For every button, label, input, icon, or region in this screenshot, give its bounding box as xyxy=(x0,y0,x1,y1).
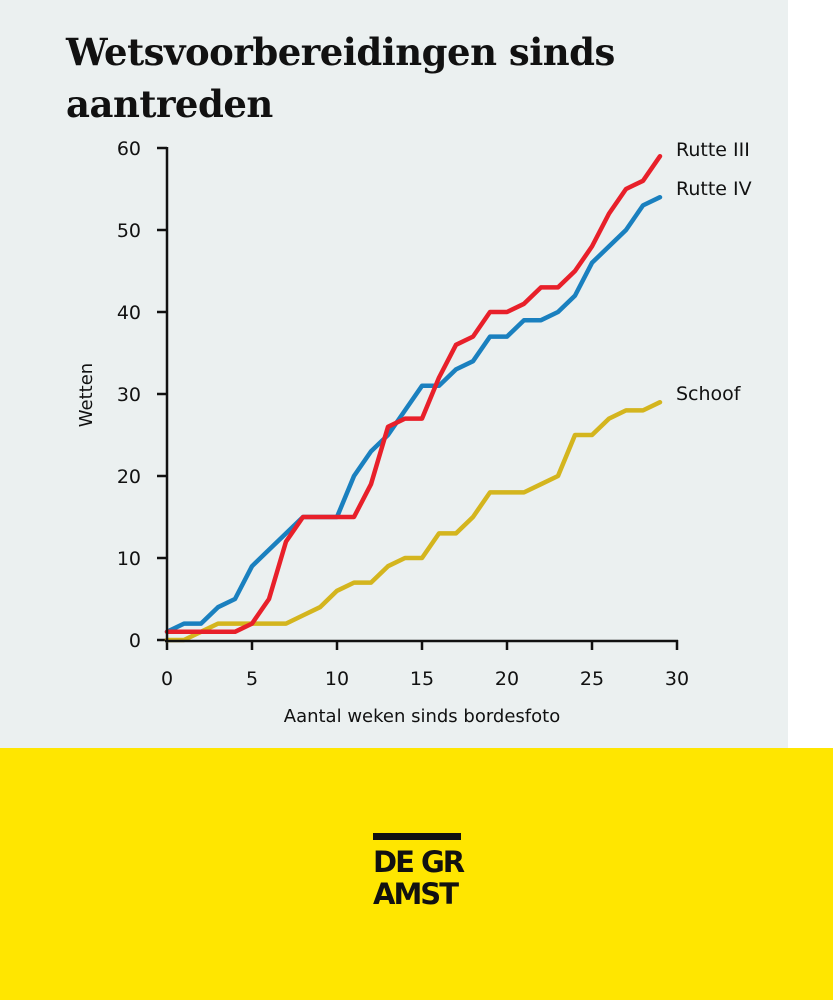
x-tick-label: 25 xyxy=(580,668,604,690)
x-tick-label: 10 xyxy=(325,668,349,690)
logo-line-1: DE GR xyxy=(373,845,465,879)
x-tick-label: 30 xyxy=(665,668,689,690)
series-label-rutte-iv: Rutte IV xyxy=(676,178,752,200)
y-tick-label: 50 xyxy=(117,220,141,242)
series-lines xyxy=(164,153,663,643)
x-tick-label: 5 xyxy=(246,668,258,690)
series-line-rutte-iii xyxy=(164,153,663,635)
y-tick-label: 60 xyxy=(117,138,141,160)
x-tick-label: 0 xyxy=(161,668,173,690)
y-tick-label: 30 xyxy=(117,384,141,406)
logo-bar xyxy=(373,833,461,840)
x-tick-label: 20 xyxy=(495,668,519,690)
y-tick-label: 20 xyxy=(117,466,141,488)
series-line-rutte-iv xyxy=(164,194,663,635)
series-labels: Rutte III Rutte IV Schoof xyxy=(676,139,752,405)
y-tick-label: 0 xyxy=(129,630,141,652)
footer-band xyxy=(0,748,833,1000)
x-axis-title: Aantal weken sinds bordesfoto xyxy=(284,706,560,727)
chart-panel xyxy=(0,0,788,748)
series-line-schoof xyxy=(164,399,663,643)
y-tick-label: 40 xyxy=(117,302,141,324)
brand-logo: DE GR AMST xyxy=(373,833,465,911)
x-axis-ticks: 0 5 10 15 20 25 30 xyxy=(161,640,689,690)
y-tick-label: 10 xyxy=(117,548,141,570)
y-axis-ticks: 0 10 20 30 40 50 60 xyxy=(117,138,167,652)
page-title: Wetsvoorbereidingen sinds aantreden xyxy=(66,30,615,126)
series-label-schoof: Schoof xyxy=(676,383,742,405)
y-axis-title: Wetten xyxy=(76,363,97,427)
series-label-rutte-iii: Rutte III xyxy=(676,139,750,161)
x-tick-label: 15 xyxy=(410,668,434,690)
logo-line-2: AMST xyxy=(373,877,459,911)
